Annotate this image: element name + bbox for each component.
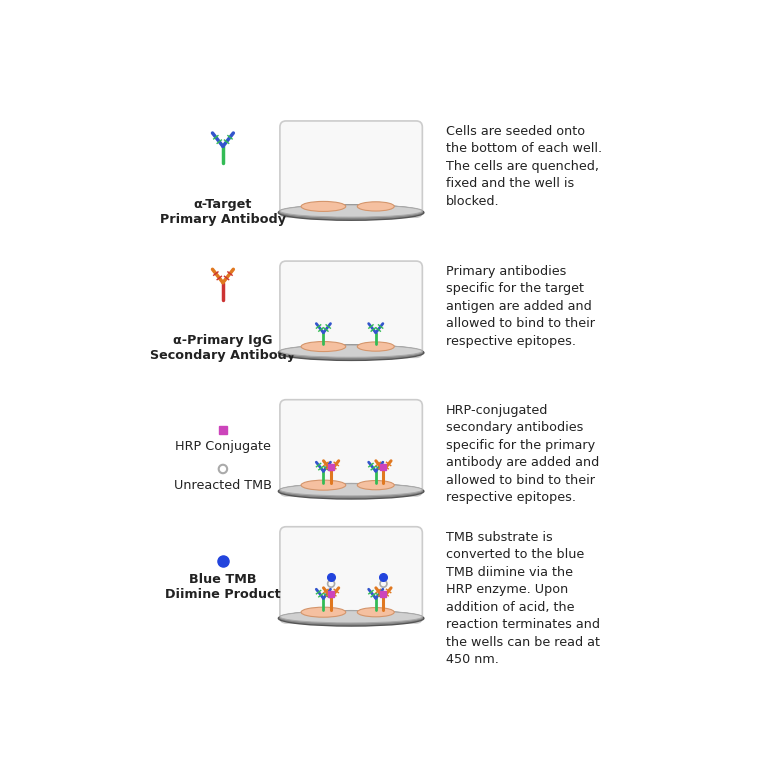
Text: Primary antibodies
specific for the target
antigen are added and
allowed to bind: Primary antibodies specific for the targ… bbox=[446, 265, 595, 348]
Ellipse shape bbox=[301, 342, 346, 351]
FancyBboxPatch shape bbox=[280, 526, 422, 623]
FancyBboxPatch shape bbox=[280, 121, 422, 217]
Ellipse shape bbox=[358, 202, 394, 211]
Ellipse shape bbox=[358, 481, 394, 490]
Ellipse shape bbox=[280, 345, 422, 358]
Ellipse shape bbox=[278, 205, 424, 220]
Ellipse shape bbox=[280, 205, 422, 217]
Ellipse shape bbox=[301, 607, 346, 617]
Ellipse shape bbox=[278, 345, 424, 361]
Ellipse shape bbox=[278, 484, 424, 499]
Ellipse shape bbox=[278, 610, 424, 626]
Ellipse shape bbox=[358, 342, 394, 351]
Ellipse shape bbox=[280, 610, 422, 623]
Text: HRP Conjugate: HRP Conjugate bbox=[175, 440, 271, 453]
Text: Blue TMB
Diimine Product: Blue TMB Diimine Product bbox=[165, 573, 280, 601]
Text: Cells are seeded onto
the bottom of each well.
The cells are quenched,
fixed and: Cells are seeded onto the bottom of each… bbox=[446, 125, 602, 208]
Text: TMB substrate is
converted to the blue
TMB diimine via the
HRP enzyme. Upon
addi: TMB substrate is converted to the blue T… bbox=[446, 530, 601, 666]
Ellipse shape bbox=[358, 607, 394, 617]
Text: HRP-conjugated
secondary antibodies
specific for the primary
antibody are added : HRP-conjugated secondary antibodies spec… bbox=[446, 403, 600, 504]
FancyBboxPatch shape bbox=[280, 400, 422, 496]
Text: Unreacted TMB: Unreacted TMB bbox=[174, 479, 272, 492]
Ellipse shape bbox=[280, 484, 422, 496]
Ellipse shape bbox=[301, 202, 346, 212]
FancyBboxPatch shape bbox=[280, 261, 422, 358]
Ellipse shape bbox=[301, 480, 346, 490]
Text: α-Target
Primary Antibody: α-Target Primary Antibody bbox=[160, 198, 286, 226]
Text: α-Primary IgG
Secondary Antibody: α-Primary IgG Secondary Antibody bbox=[151, 334, 296, 362]
